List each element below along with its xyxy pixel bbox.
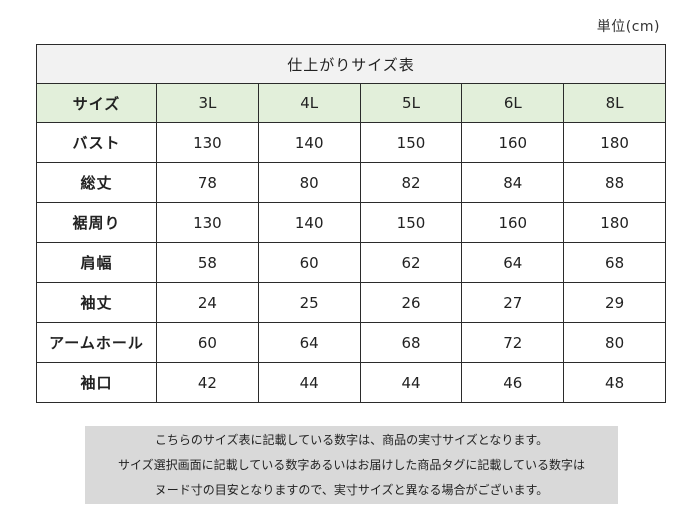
unit-label: 単位(cm) — [596, 19, 660, 35]
table-cell: 25 — [257, 282, 361, 323]
row-label-length: 総丈 — [36, 162, 157, 203]
size-header-5l: 5L — [359, 83, 463, 123]
table-cell: 82 — [359, 162, 463, 203]
table-cell: 160 — [461, 122, 565, 163]
table-cell: 62 — [359, 242, 463, 283]
table-cell: 72 — [461, 322, 565, 363]
table-cell: 130 — [156, 122, 259, 163]
size-note: こちらのサイズ表に記載している数字は、商品の実寸サイズとなります。 サイズ選択画… — [85, 426, 618, 504]
table-cell: 68 — [563, 242, 667, 283]
table-row: 肩幅 58 60 62 64 68 — [36, 242, 667, 283]
size-header-8l: 8L — [563, 83, 667, 123]
table-header-row: サイズ 3L 4L 5L 6L 8L — [36, 83, 667, 123]
table-cell: 60 — [257, 242, 361, 283]
table-cell: 64 — [461, 242, 565, 283]
table-cell: 150 — [359, 122, 463, 163]
table-cell: 180 — [563, 122, 667, 163]
table-cell: 80 — [257, 162, 361, 203]
table-cell: 58 — [156, 242, 259, 283]
table-cell: 46 — [461, 362, 565, 403]
size-header-6l: 6L — [461, 83, 565, 123]
table-caption-row: 仕上がりサイズ表 — [35, 44, 667, 84]
table-cell: 80 — [563, 322, 667, 363]
table-cell: 27 — [461, 282, 565, 323]
table-row: 裾周り 130 140 150 160 180 — [36, 202, 667, 243]
size-header-3l: 3L — [156, 83, 259, 123]
size-header-4l: 4L — [257, 83, 361, 123]
table-row: 袖丈 24 25 26 27 29 — [36, 282, 667, 323]
table-cell: 29 — [563, 282, 667, 323]
size-table: 仕上がりサイズ表 サイズ 3L 4L 5L 6L 8L バスト 130 140 … — [35, 44, 667, 403]
table-cell: 48 — [563, 362, 667, 403]
row-label-shoulder: 肩幅 — [36, 242, 157, 283]
table-cell: 44 — [257, 362, 361, 403]
table-cell: 88 — [563, 162, 667, 203]
row-label-cuff: 袖口 — [36, 362, 157, 403]
table-cell: 68 — [359, 322, 463, 363]
table-cell: 160 — [461, 202, 565, 243]
table-cell: 130 — [156, 202, 259, 243]
row-label-sleeve: 袖丈 — [36, 282, 157, 323]
row-label-armhole: アームホール — [36, 322, 157, 363]
table-row: アームホール 60 64 68 72 80 — [36, 322, 667, 363]
table-row: バスト 130 140 150 160 180 — [36, 122, 667, 163]
note-line: こちらのサイズ表に記載している数字は、商品の実寸サイズとなります。 — [154, 432, 549, 447]
table-cell: 44 — [359, 362, 463, 403]
note-line: ヌード寸の目安となりますので、実寸サイズと異なる場合がございます。 — [154, 482, 549, 497]
table-cell: 150 — [359, 202, 463, 243]
table-cell: 60 — [156, 322, 259, 363]
table-cell: 180 — [563, 202, 667, 243]
table-cell: 78 — [156, 162, 259, 203]
table-cell: 140 — [257, 202, 361, 243]
size-header-label: サイズ — [36, 83, 157, 123]
table-cell: 42 — [156, 362, 259, 403]
note-line: サイズ選択画面に記載している数字あるいはお届けした商品タグに記載している数字は — [118, 457, 585, 472]
row-label-hem: 裾周り — [36, 202, 157, 243]
table-cell: 24 — [156, 282, 259, 323]
table-row: 総丈 78 80 82 84 88 — [36, 162, 667, 203]
table-cell: 140 — [257, 122, 361, 163]
table-cell: 26 — [359, 282, 463, 323]
table-cell: 84 — [461, 162, 565, 203]
table-row: 袖口 42 44 44 46 48 — [36, 362, 667, 403]
table-caption: 仕上がりサイズ表 — [35, 44, 667, 84]
row-label-bust: バスト — [36, 122, 157, 163]
table-cell: 64 — [257, 322, 361, 363]
